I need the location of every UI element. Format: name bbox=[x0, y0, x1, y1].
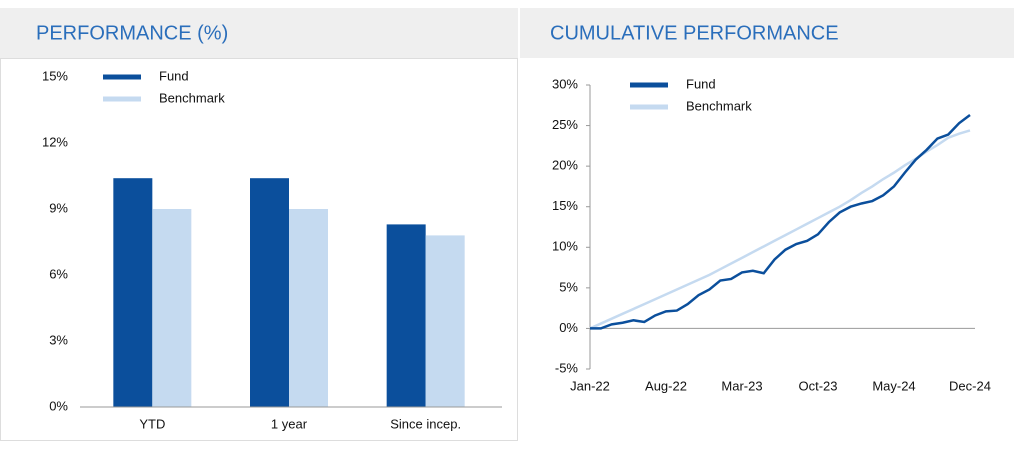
x-tick-label: Since incep. bbox=[390, 416, 461, 431]
y-tick-label: -5% bbox=[555, 360, 579, 375]
bar bbox=[152, 209, 192, 407]
legend-label: Benchmark bbox=[686, 98, 752, 113]
header-band bbox=[520, 8, 1014, 58]
y-tick-label: 0% bbox=[559, 320, 578, 335]
legend-label: Fund bbox=[159, 68, 189, 83]
x-tick-label: 1 year bbox=[271, 416, 308, 431]
bar bbox=[386, 224, 426, 407]
x-tick-label: Jan-22 bbox=[570, 378, 610, 393]
x-tick-label: Dec-24 bbox=[949, 378, 991, 393]
x-tick-label: YTD bbox=[139, 416, 165, 431]
y-tick-label: 30% bbox=[552, 76, 578, 91]
chart-title: CUMULATIVE PERFORMANCE bbox=[550, 22, 839, 44]
x-tick-label: Aug-22 bbox=[645, 378, 687, 393]
bar bbox=[289, 209, 328, 407]
legend-label: Benchmark bbox=[159, 90, 225, 105]
line bbox=[589, 129, 971, 330]
x-tick-label: Oct-23 bbox=[798, 378, 837, 393]
bar bbox=[425, 235, 465, 407]
y-tick-label: 12% bbox=[42, 134, 68, 149]
y-tick-label: 15% bbox=[42, 68, 68, 83]
y-tick-label: 10% bbox=[552, 239, 578, 254]
y-tick-label: 0% bbox=[49, 398, 68, 413]
line bbox=[590, 114, 971, 330]
y-tick-label: 9% bbox=[49, 200, 68, 215]
y-tick-label: 20% bbox=[552, 158, 578, 173]
y-tick-label: 5% bbox=[559, 279, 578, 294]
y-tick-label: 15% bbox=[552, 198, 578, 213]
panel-border bbox=[0, 58, 518, 441]
x-tick-label: Mar-23 bbox=[721, 378, 762, 393]
chart-title: PERFORMANCE (%) bbox=[36, 22, 228, 44]
header-band bbox=[0, 8, 518, 58]
y-tick-label: 25% bbox=[552, 117, 578, 132]
legend-label: Fund bbox=[686, 76, 716, 91]
bar bbox=[113, 178, 153, 407]
y-tick-label: 3% bbox=[49, 332, 68, 347]
x-tick-label: May-24 bbox=[872, 378, 915, 393]
bar bbox=[250, 178, 289, 407]
y-tick-label: 6% bbox=[49, 266, 68, 281]
